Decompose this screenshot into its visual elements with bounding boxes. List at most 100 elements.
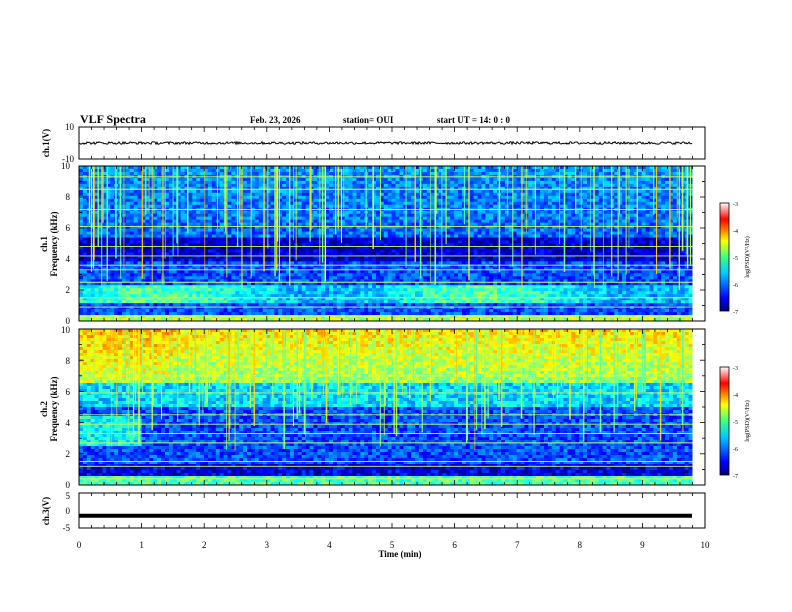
spectrogram-cell bbox=[207, 243, 213, 247]
spectrogram-cell bbox=[446, 249, 451, 253]
spectrogram-cell bbox=[594, 243, 600, 247]
spectrogram-cell bbox=[618, 166, 623, 170]
spectrogram-cell bbox=[368, 243, 373, 247]
spectrogram-cell bbox=[571, 166, 576, 170]
spectrogram-cell bbox=[403, 168, 408, 173]
spectrogram-cell bbox=[403, 189, 408, 194]
spectrogram-cell bbox=[387, 243, 392, 247]
spectrogram-cell bbox=[458, 243, 463, 247]
spectrogram-cell bbox=[493, 252, 498, 256]
spectrogram-cell bbox=[594, 252, 600, 256]
spectrogram-cell bbox=[450, 168, 455, 173]
spectrogram-cell bbox=[243, 210, 248, 215]
spectrogram-cell bbox=[430, 204, 435, 209]
spectrogram-cell bbox=[278, 198, 283, 203]
spectrogram-cell bbox=[321, 237, 326, 241]
spectrogram-cell bbox=[231, 177, 236, 182]
spectrogram-cell bbox=[266, 180, 271, 185]
spectrogram-cell bbox=[403, 216, 408, 221]
spectrogram-cell bbox=[137, 216, 142, 221]
spectrogram-cell bbox=[430, 243, 435, 247]
spectrogram-cell bbox=[512, 177, 518, 182]
spectrogram-cell bbox=[168, 177, 174, 182]
spectrogram-cell bbox=[102, 255, 107, 259]
spectrogram-cell bbox=[309, 183, 314, 188]
spectrogram-cell bbox=[282, 234, 287, 238]
spectrogram-cell bbox=[516, 210, 521, 215]
spectrogram-cell bbox=[176, 234, 181, 238]
spectrogram-cell bbox=[661, 255, 666, 259]
spectrogram-cell bbox=[172, 222, 178, 227]
spectrogram-cell bbox=[446, 192, 451, 197]
spectrogram-cell bbox=[375, 219, 381, 224]
spectrogram-cell bbox=[590, 231, 596, 235]
spectrogram-cell bbox=[563, 210, 568, 215]
spectrogram-cell bbox=[579, 252, 584, 256]
spectrogram-cell bbox=[313, 168, 318, 173]
spectrogram-cell bbox=[399, 246, 404, 250]
spectrogram-cell bbox=[508, 180, 514, 185]
spectrogram-cell bbox=[391, 213, 396, 218]
spectrogram-cell bbox=[403, 201, 408, 206]
spectrogram-cell bbox=[571, 180, 576, 185]
spectrogram-cell bbox=[422, 183, 428, 188]
spectrogram-cell bbox=[227, 171, 232, 176]
spectrogram-cell bbox=[180, 243, 185, 247]
spectrogram-cell bbox=[204, 204, 209, 209]
spectrogram-cell bbox=[352, 183, 357, 188]
spectrogram-cell bbox=[629, 234, 635, 238]
spectrogram-cell bbox=[196, 186, 201, 191]
spectrogram-cell bbox=[184, 183, 189, 188]
spectrogram-cell bbox=[629, 252, 635, 256]
spectrogram-cell bbox=[583, 243, 588, 247]
spectrogram-cell bbox=[352, 246, 357, 250]
spectrogram-cell bbox=[258, 177, 264, 182]
spectrogram-cell bbox=[543, 168, 549, 173]
spectrogram-cell bbox=[586, 192, 592, 197]
spectrogram-cell bbox=[469, 234, 475, 238]
spectrogram-cell bbox=[661, 246, 666, 250]
spectrogram-cell bbox=[594, 195, 600, 200]
spectrogram-cell bbox=[540, 228, 545, 232]
spectrogram-cell bbox=[157, 255, 162, 259]
spectrogram-cell bbox=[602, 225, 607, 229]
spectrogram-cell bbox=[247, 258, 252, 262]
spectrogram-cell bbox=[211, 189, 217, 194]
spectrogram-cell bbox=[458, 258, 463, 262]
spectrogram-cell bbox=[297, 171, 303, 176]
spectrogram-cell bbox=[340, 222, 346, 227]
spectrogram-cell bbox=[626, 201, 631, 206]
spectrogram-cell bbox=[250, 228, 256, 232]
spectrogram-cell bbox=[551, 189, 557, 194]
spectrogram-cell bbox=[368, 219, 373, 224]
spectrogram-cell bbox=[442, 171, 447, 176]
spectrogram-cell bbox=[379, 183, 385, 188]
spectrogram-cell bbox=[626, 177, 631, 182]
spectrogram-cell bbox=[379, 195, 385, 200]
spectrogram-cell bbox=[442, 186, 447, 191]
spectrogram-cell bbox=[489, 246, 494, 250]
spectrogram-cell bbox=[485, 255, 490, 259]
spectrogram-cell bbox=[645, 183, 650, 188]
spectrogram-cell bbox=[196, 252, 201, 256]
spectrogram-cell bbox=[247, 219, 252, 224]
spectrogram-cell bbox=[207, 252, 213, 256]
spectrogram-cell bbox=[430, 180, 435, 185]
spectrogram-cell bbox=[629, 225, 635, 229]
spectrogram-cell bbox=[391, 189, 396, 194]
spectrogram-cell bbox=[227, 228, 232, 232]
spectrogram-cell bbox=[356, 201, 361, 206]
spectrogram-cell bbox=[94, 225, 99, 229]
spectrogram-cell bbox=[489, 204, 494, 209]
spectrogram-cell bbox=[282, 252, 287, 256]
spectrogram-cell bbox=[598, 183, 604, 188]
spectrogram-cell bbox=[79, 180, 84, 185]
spectrogram-cell bbox=[551, 183, 557, 188]
spectrogram-cell bbox=[82, 219, 88, 224]
spectrogram-cell bbox=[172, 237, 178, 241]
spectrogram-cell bbox=[586, 186, 592, 191]
spectrogram-cell bbox=[204, 222, 209, 227]
spectrogram-cell bbox=[321, 186, 326, 191]
spectrogram-cell bbox=[184, 180, 189, 185]
spectrogram-cell bbox=[125, 186, 131, 191]
